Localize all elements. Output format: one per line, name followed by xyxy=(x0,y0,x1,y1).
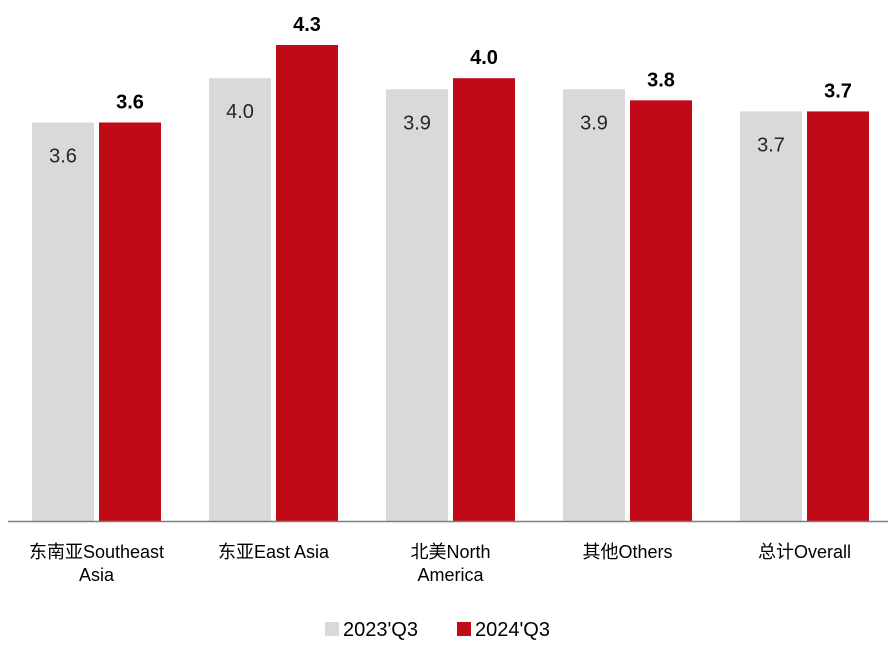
bar-value-labels: 3.6 3.6 4.0 4.3 3.9 4.0 3.9 3.8 3.7 3.7 xyxy=(49,14,852,167)
legend-swatch-0 xyxy=(325,622,339,636)
bar-series2-2 xyxy=(453,78,515,522)
data-label-series2-4: 3.7 xyxy=(824,80,852,102)
data-label-series2-1: 4.3 xyxy=(293,14,321,36)
legend-swatch-1 xyxy=(457,622,471,636)
data-label-series2-3: 3.8 xyxy=(647,69,675,91)
category-label-3: 其他Others xyxy=(582,542,672,562)
data-label-series2-2: 4.0 xyxy=(470,47,498,69)
bar-series1-0 xyxy=(32,122,94,521)
data-label-series1-3: 3.9 xyxy=(580,112,608,134)
bar-series2-1 xyxy=(276,45,338,521)
bars-layer xyxy=(32,45,869,522)
category-label-2: 北美North America xyxy=(410,542,490,585)
data-label-series1-1: 4.0 xyxy=(226,101,254,123)
data-label-series1-4: 3.7 xyxy=(757,134,785,156)
bar-series1-1 xyxy=(209,78,271,522)
bar-series2-0 xyxy=(99,122,161,521)
bar-series2-3 xyxy=(630,100,692,521)
data-label-series1-0: 3.6 xyxy=(49,145,77,167)
bar-series1-3 xyxy=(563,89,625,522)
data-label-series2-0: 3.6 xyxy=(116,91,144,113)
bar-series2-4 xyxy=(807,111,869,521)
category-label-1: 东亚East Asia xyxy=(218,542,330,562)
category-label-4: 总计Overall xyxy=(758,542,851,562)
legend-label-1: 2024'Q3 xyxy=(475,619,550,641)
legend-label-0: 2023'Q3 xyxy=(343,619,418,641)
category-label-0: 东南亚Southeast Asia xyxy=(29,542,164,585)
data-label-series1-2: 3.9 xyxy=(403,112,431,134)
legend: 2023'Q3 2024'Q3 xyxy=(325,619,550,641)
category-labels: 东南亚Southeast Asia 东亚East Asia 北美North Americ… xyxy=(29,542,851,585)
bar-series1-4 xyxy=(740,111,802,521)
bar-series1-2 xyxy=(386,89,448,522)
